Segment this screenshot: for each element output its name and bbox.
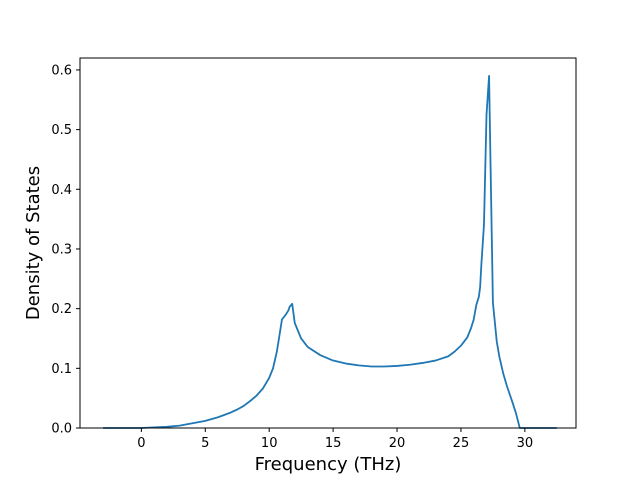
y-tick-label: 0.2 [51,302,72,317]
y-tick-label: 0.6 [51,63,72,78]
x-tick-label: 5 [201,436,209,451]
series-layer [103,75,557,429]
x-tick-label: 25 [453,436,470,451]
plot-background [80,58,576,428]
y-axis-ticks: 0.0 0.1 0.2 0.3 0.4 0.5 0.6 [51,63,80,437]
x-tick-label: 30 [517,436,534,451]
y-tick-label: 0.1 [51,362,72,377]
x-axis-label: Frequency (THz) [255,454,402,475]
x-tick-label: 20 [389,436,406,451]
y-tick-label: 0.4 [51,183,72,198]
y-axis-label: Density of States [23,166,44,320]
x-tick-label: 15 [325,436,342,451]
y-tick-label: 0.5 [51,123,72,138]
y-tick-label: 0.3 [51,242,72,257]
y-tick-label: 0.0 [51,422,72,437]
series-line-0 [103,75,557,429]
x-tick-label: 10 [261,436,278,451]
x-axis-ticks: 0 5 10 15 20 25 30 [137,428,533,451]
plot-frame [79,57,577,429]
x-tick-label: 0 [137,436,145,451]
